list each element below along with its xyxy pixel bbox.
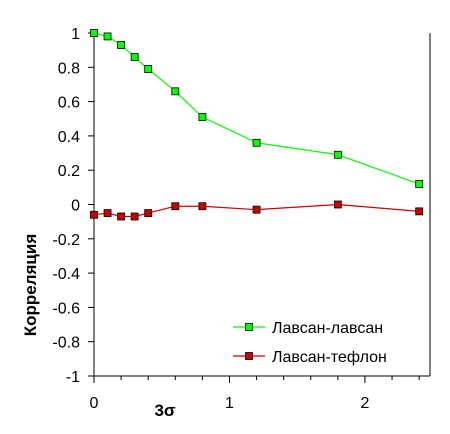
data-point (144, 65, 153, 73)
y-tick-label: -0.6 (52, 300, 80, 317)
x-tick-label: 2 (361, 395, 370, 412)
legend-label: Лавсан-тефлон (272, 349, 387, 366)
data-point (90, 29, 98, 37)
y-tick-label: 0.2 (58, 163, 80, 180)
data-point (130, 212, 139, 221)
data-point (252, 205, 261, 214)
y-tick-label: 0.8 (58, 60, 80, 77)
y-tick-label: -1 (66, 369, 80, 386)
data-point (171, 202, 180, 211)
y-tick-label: -0.8 (52, 335, 80, 352)
x-axis-ticks: 0 1 2 (90, 376, 420, 412)
data-point (333, 200, 342, 209)
data-point (90, 210, 98, 219)
data-point (333, 150, 342, 159)
y-axis-ticks: 1 0.8 0.6 0.4 0.2 0 -0.2 -0.4 -0.6 -0.8 -1 (52, 26, 94, 386)
y-tick-label: 0.4 (58, 129, 80, 146)
legend-marker (245, 323, 253, 331)
data-point (117, 212, 125, 221)
data-point (117, 41, 125, 49)
data-point (171, 87, 180, 96)
series-line (93, 203, 420, 218)
series-line (93, 32, 420, 185)
legend-label: Лавсан-лавсан (272, 320, 383, 337)
data-point (103, 32, 112, 41)
y-tick-label: 1 (71, 26, 80, 43)
y-tick-label: 0 (71, 198, 80, 215)
y-axis-title: Корреляция (21, 234, 40, 337)
data-point (415, 207, 424, 216)
data-point (198, 202, 207, 211)
legend-item: Лавсан-тефлон (233, 349, 387, 366)
data-point (252, 138, 261, 147)
data-point (415, 180, 424, 188)
x-tick-label: 0 (90, 395, 99, 412)
data-point (103, 209, 112, 217)
data-point (198, 113, 207, 121)
legend: Лавсан-лавсан Лавсан-тефлон (233, 320, 387, 366)
data-point (144, 209, 153, 217)
series-layer (90, 29, 424, 221)
y-tick-label: -0.2 (52, 232, 80, 249)
series-2 (90, 200, 424, 221)
y-tick-label: 0.6 (58, 95, 80, 112)
legend-marker (245, 352, 253, 360)
data-point (130, 53, 139, 61)
series-1 (90, 29, 424, 188)
legend-item: Лавсан-лавсан (233, 320, 383, 337)
x-tick-label: 1 (225, 395, 234, 412)
y-tick-label: -0.4 (52, 266, 80, 283)
x-axis-title: 3σ (154, 401, 175, 420)
